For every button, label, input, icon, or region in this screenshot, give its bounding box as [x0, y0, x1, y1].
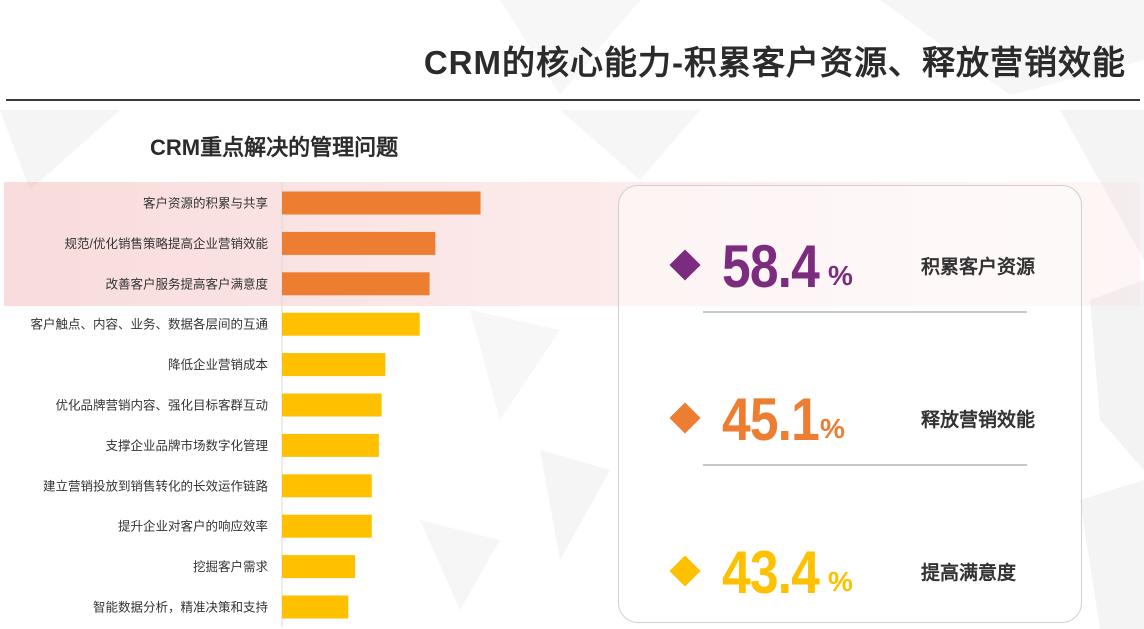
bar: [282, 595, 349, 619]
chart-title: CRM重点解决的管理问题: [150, 135, 399, 160]
stat-value: 43.4: [722, 539, 820, 606]
bar: [282, 312, 420, 336]
bar: [282, 514, 372, 538]
category-label: 客户触点、内容、业务、数据各层间的互通: [30, 317, 268, 332]
title-divider: [6, 99, 1140, 101]
stat-accumulate-customers: 58.4 % 积累客户资源: [662, 233, 1082, 300]
bar: [282, 474, 372, 498]
category-label: 客户资源的积累与共享: [143, 196, 268, 211]
page-title: CRM的核心能力-积累客户资源、释放营销效能: [423, 44, 1126, 81]
bar: [282, 272, 430, 296]
stat-value: 58.4: [722, 233, 820, 300]
stat-label: 释放营销效能: [921, 410, 1036, 431]
bar: [282, 555, 356, 579]
stat-unit: %: [828, 566, 853, 597]
category-label: 挖掘客户需求: [193, 559, 269, 574]
category-label: 提升企业对客户的响应效率: [118, 519, 268, 534]
stat-label: 积累客户资源: [921, 257, 1036, 278]
bar-chart: 客户资源的积累与共享规范/优化销售策略提高企业营销效能改善客户服务提高客户满意度…: [30, 182, 481, 627]
bar: [282, 393, 382, 417]
orange-diamond-icon: [669, 402, 701, 434]
bar: [282, 191, 481, 215]
stat-divider: [703, 464, 1027, 466]
stat-unit: %: [828, 260, 853, 291]
stat-release-marketing: 45.1 % 释放营销效能: [662, 386, 1082, 453]
category-label: 支撑企业品牌市场数字化管理: [105, 438, 268, 453]
yellow-diamond-icon: [669, 555, 701, 587]
category-label: 降低企业营销成本: [168, 357, 269, 372]
bar: [282, 231, 436, 255]
category-label: 优化品牌营销内容、强化目标客群互动: [55, 398, 268, 413]
stat-unit: %: [820, 413, 845, 444]
bar: [282, 433, 379, 457]
stat-improve-satisfaction: 43.4 % 提高满意度: [662, 539, 1082, 606]
category-label: 建立营销投放到销售转化的长效运作链路: [43, 478, 269, 493]
purple-diamond-icon: [669, 249, 701, 281]
stat-label: 提高满意度: [921, 563, 1017, 584]
stats-card: [618, 185, 1082, 623]
category-label: 改善客户服务提高客户满意度: [105, 276, 268, 291]
highlight-band: [4, 182, 1140, 306]
category-label: 智能数据分析，精准决策和支持: [93, 600, 268, 615]
bar: [282, 353, 386, 377]
stat-divider: [703, 311, 1027, 313]
stat-value: 45.1: [722, 386, 820, 453]
category-label: 规范/优化销售策略提高企业营销效能: [65, 236, 269, 251]
